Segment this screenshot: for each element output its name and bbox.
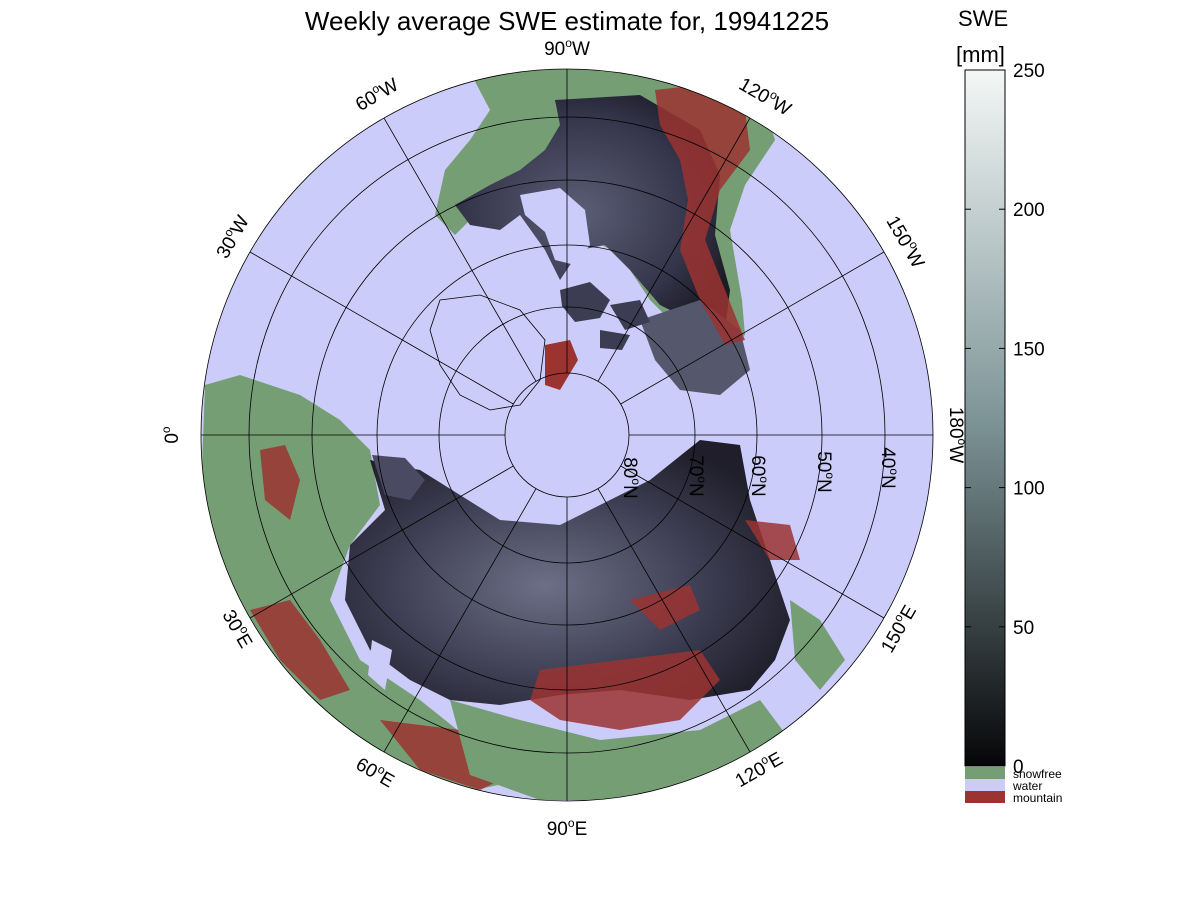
colorbar-tick-label: 200 — [1013, 200, 1045, 221]
map-title: Weekly average SWE estimate for, 1994122… — [305, 6, 829, 36]
graticule — [200, 68, 934, 802]
legend-swatch-mountain — [965, 791, 1005, 803]
meridian-label-90w: 90oW — [544, 36, 590, 60]
parallel-label-80n: 80oN — [619, 457, 643, 499]
kamchatka-snowfree — [790, 600, 845, 690]
meridian-line — [383, 117, 537, 382]
inland-sea — [368, 640, 392, 690]
asia-mountains — [530, 520, 800, 730]
colorbar-title: SWE — [958, 6, 1008, 31]
legend-swatch-snowfree — [965, 767, 1005, 779]
meridian-line — [597, 117, 751, 382]
parallel-label-50n: 50oN — [813, 451, 837, 493]
parallel-label-70n: 70oN — [685, 455, 709, 497]
colorbar-tick-label: 50 — [1013, 618, 1034, 639]
meridian-label-60e: 60oE — [352, 751, 399, 792]
eurasia-snow — [345, 440, 790, 705]
colorbar-gradient — [964, 69, 1006, 767]
arctic-islands — [560, 282, 650, 350]
meridian-label-60w: 60oW — [351, 72, 403, 116]
north-america-mountains — [655, 85, 750, 345]
colorbar-tick-label: 150 — [1013, 339, 1045, 360]
legend-swatch-water — [965, 779, 1005, 791]
parallel-label-40n: 40oN — [877, 447, 901, 489]
legend-label-mountain: mountain — [1013, 791, 1062, 805]
meridian-label-0: 0o — [159, 426, 183, 444]
colorbar-tick-label: 100 — [1013, 479, 1045, 500]
greenland-mountain-patch — [545, 340, 578, 390]
meridian-line — [597, 488, 751, 753]
meridian-line — [249, 251, 514, 405]
meridian-line — [620, 465, 885, 619]
parallel-label-60n: 60oN — [747, 455, 771, 497]
hudson-bay — [520, 188, 590, 265]
colorbar: SWE [mm] 0 50 100 150 200 250 snowfreewatermo… — [956, 6, 1062, 805]
parallel-labels: 80oN 70oN 60oN 50oN 40oN — [619, 447, 901, 499]
meridian-line — [383, 488, 537, 753]
legend-label-snowfree: snowfree — [1013, 767, 1062, 781]
greenland — [429, 294, 546, 411]
meridian-label-180w: 180oW — [945, 407, 969, 463]
scandinavia-snow — [372, 455, 425, 500]
colorbar-ticks: 0 50 100 150 200 250 — [965, 61, 1045, 778]
meridian-label-90e: 90oE — [547, 816, 588, 840]
meridian-line — [249, 465, 514, 619]
meridian-label-120w: 120oW — [735, 71, 796, 120]
colorbar-tick-label: 0 — [1013, 757, 1024, 778]
colorbar-unit: [mm] — [956, 42, 1005, 67]
colorbar-tick-label: 250 — [1013, 61, 1045, 82]
meridian-line — [620, 251, 885, 405]
legend-label-water: water — [1012, 779, 1042, 793]
meridian-label-30w: 30oW — [210, 211, 254, 263]
